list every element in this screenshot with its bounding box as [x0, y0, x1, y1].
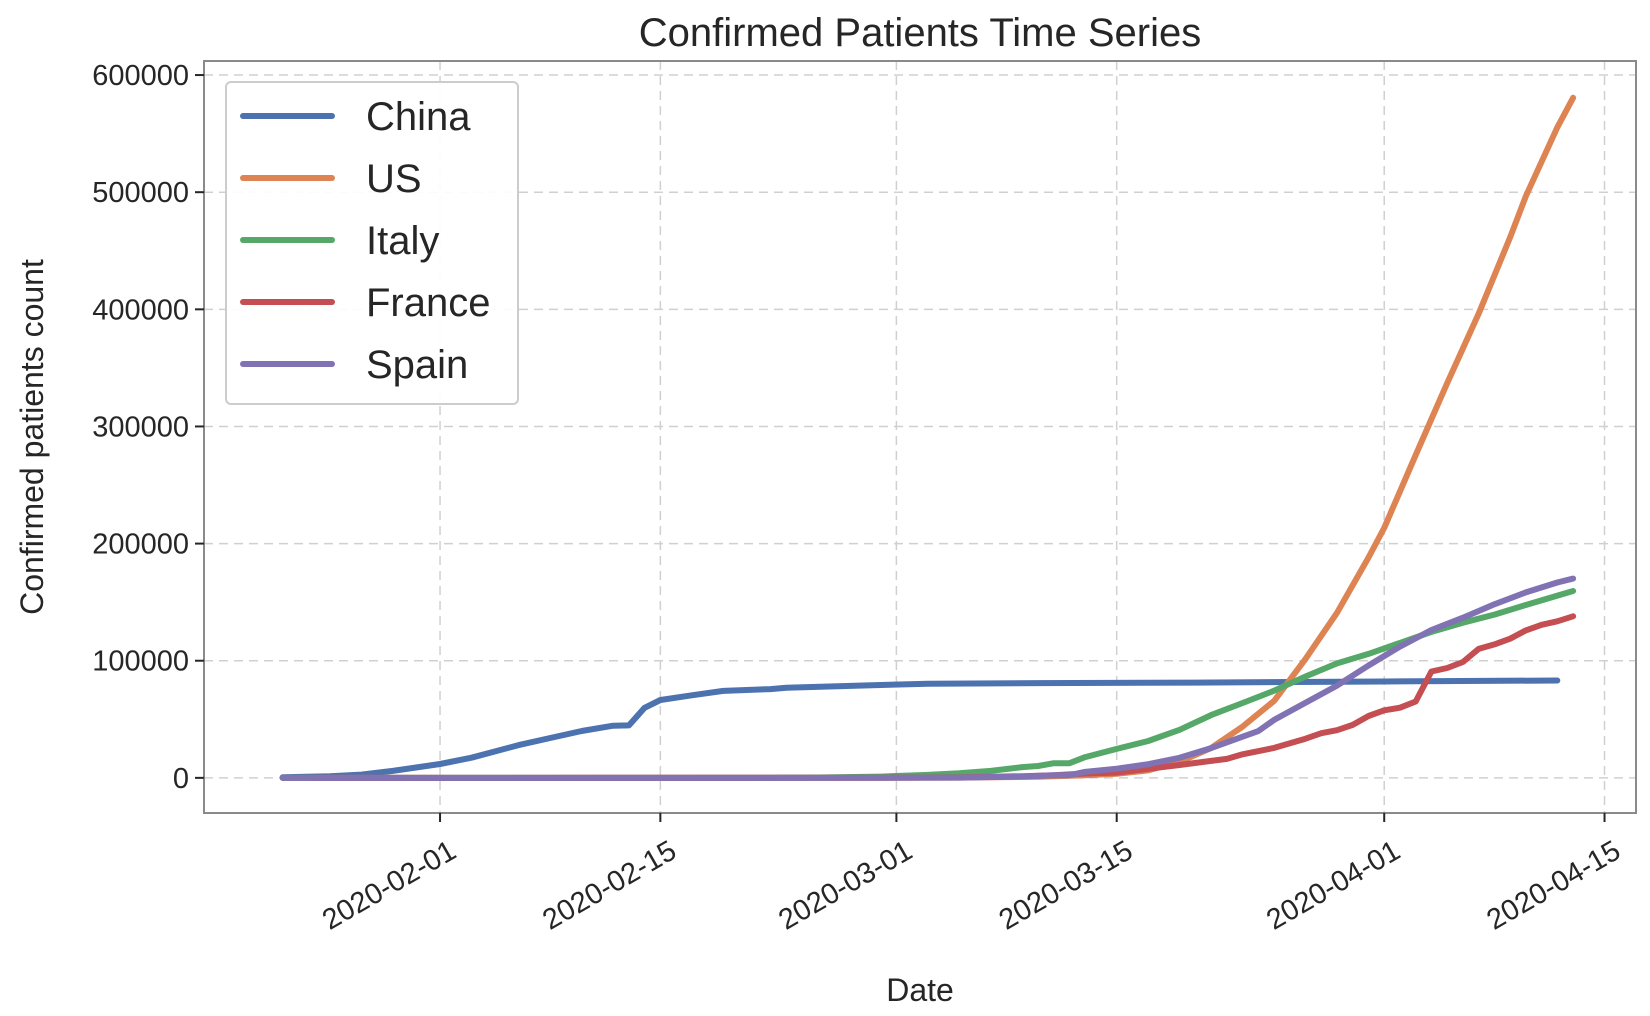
- legend-label-france: France: [366, 281, 491, 325]
- y-tick-label: 600000: [92, 60, 189, 92]
- x-tick-label: 2020-04-01: [1261, 835, 1405, 937]
- y-tick-label: 100000: [92, 646, 189, 678]
- x-axis-label: Date: [886, 972, 954, 1008]
- y-tick-label: 400000: [92, 294, 189, 326]
- x-axis-ticks: 2020-02-01 2020-02-15 2020-03-01 2020-03-15…: [317, 813, 1626, 937]
- chart-title: Confirmed Patients Time Series: [639, 11, 1201, 55]
- series-line-spain: [279, 575, 1577, 781]
- x-tick-label: 2020-03-15: [994, 835, 1138, 937]
- legend-label-spain: Spain: [366, 343, 468, 387]
- x-tick-label: 2020-04-15: [1482, 835, 1626, 937]
- y-tick-label: 500000: [92, 177, 189, 209]
- legend-label-italy: Italy: [366, 219, 439, 263]
- y-axis-ticks: 0 100000 200000 300000 400000 500000 600000: [92, 60, 204, 795]
- grid-lines: [204, 61, 1636, 813]
- series-layer: [279, 94, 1577, 781]
- y-tick-label: 200000: [92, 529, 189, 561]
- x-tick-label: 2020-02-01: [317, 835, 461, 937]
- x-tick-label: 2020-02-15: [537, 835, 681, 937]
- series-line-china: [279, 677, 1561, 781]
- y-axis-label: Confirmed patients count: [14, 259, 50, 615]
- y-tick-label: 300000: [92, 411, 189, 443]
- legend: China US Italy France Spain: [225, 81, 519, 405]
- legend-label-china: China: [366, 95, 471, 139]
- plot-frame: [203, 60, 1637, 814]
- legend-label-us: US: [366, 157, 422, 201]
- y-tick-label: 0: [173, 763, 189, 795]
- legend-box: [225, 81, 519, 405]
- x-tick-label: 2020-03-01: [773, 835, 917, 937]
